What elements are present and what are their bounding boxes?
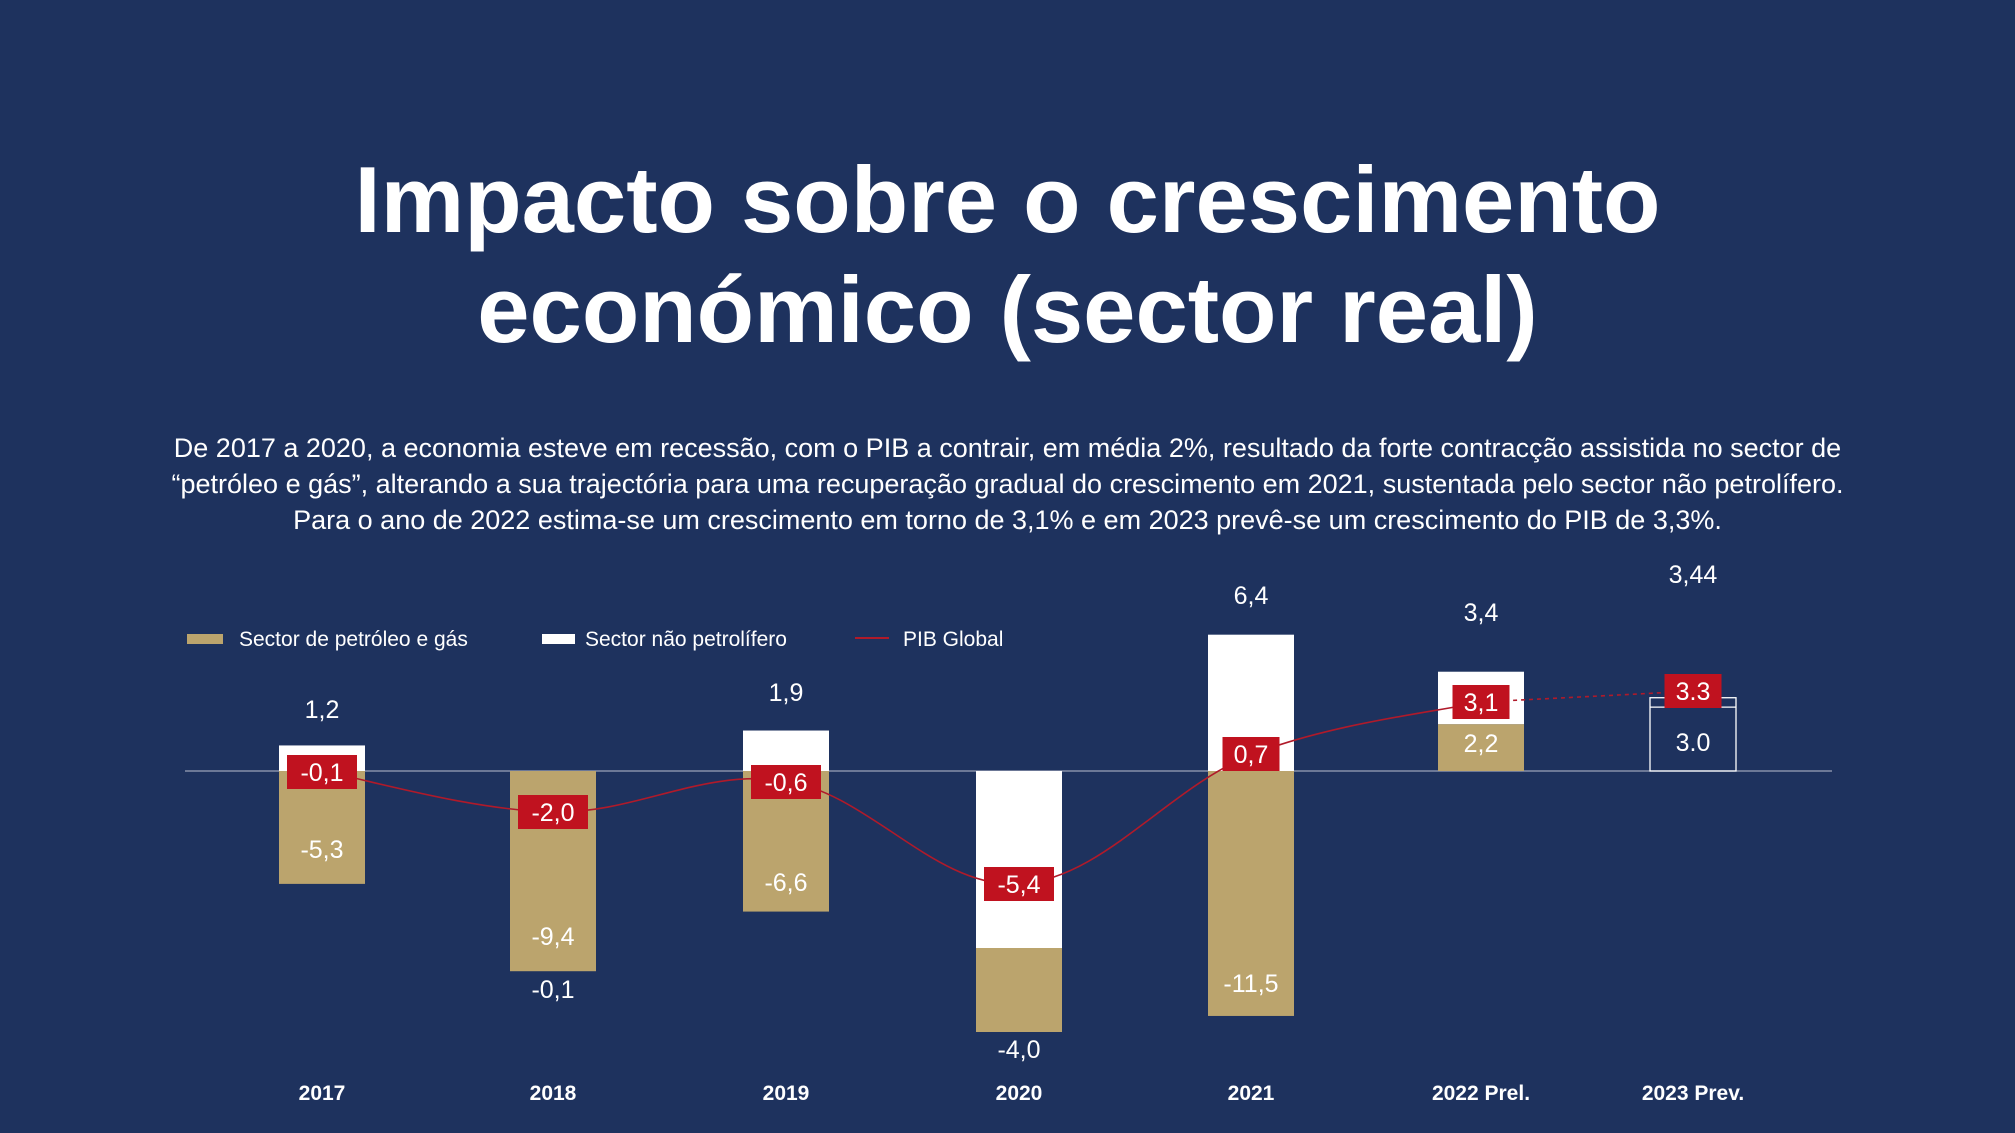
data-label-non-oil: -0,1	[531, 976, 574, 1004]
intro-line-2: “petróleo e gás”, alterando a sua trajec…	[171, 469, 1844, 499]
data-label-pib: -0,6	[764, 769, 807, 797]
data-label-pib: -5,4	[997, 871, 1040, 899]
bar-non-oil	[743, 730, 829, 771]
pib-label-box	[751, 765, 821, 799]
x-tick-label: 2023 Prev.	[1642, 1082, 1744, 1105]
plot-area: 1,2 -0,1 1,9 6,4 3,4 3,44 -5,3 -9,4 -6,6 -4,0 -11,…	[185, 561, 1832, 1105]
data-label-pib: -2,0	[531, 799, 574, 827]
data-label-oil-gas: 2,2	[1464, 730, 1499, 758]
data-label-pib: 0,7	[1234, 741, 1269, 769]
legend-swatch-non-oil	[542, 634, 575, 644]
bar-oil-gas	[976, 948, 1062, 1032]
legend-swatch-oil-gas	[187, 634, 223, 644]
data-label-non-oil: 3,4	[1464, 599, 1499, 627]
bar-non-oil	[976, 771, 1062, 948]
data-label-pib: -0,1	[300, 759, 343, 787]
x-tick-label: 2019	[763, 1082, 810, 1105]
intro-line-3: Para o ano de 2022 estima-se um crescime…	[293, 505, 1722, 535]
x-tick-label: 2022 Prel.	[1432, 1082, 1530, 1105]
chart-legend: Sector de petróleo e gás Sector não petr…	[187, 628, 1003, 651]
x-tick-label: 2020	[996, 1082, 1043, 1105]
page-title: Impacto sobre o crescimento económico (s…	[0, 145, 2015, 365]
pib-line	[321, 701, 1482, 885]
data-label-oil-gas: -11,5	[1223, 970, 1278, 998]
legend-label-oil-gas: Sector de petróleo e gás	[239, 628, 468, 651]
data-label-non-oil: 6,4	[1234, 582, 1269, 610]
pib-label-box	[984, 867, 1054, 901]
bar-oil-gas	[1208, 771, 1294, 1016]
data-label-oil-gas: -5,3	[300, 836, 343, 864]
data-label-non-oil: 1,2	[305, 696, 340, 724]
pib-label-box	[1664, 674, 1722, 708]
title-line-2: económico (sector real)	[477, 257, 1538, 362]
pib-line-forecast	[1480, 690, 1694, 703]
pib-label-box	[287, 755, 357, 789]
data-label-oil-gas: -4,0	[997, 1036, 1040, 1064]
bar-oil-gas	[279, 771, 365, 884]
x-tick-label: 2021	[1228, 1082, 1275, 1105]
data-label-pib: 3,1	[1464, 689, 1499, 717]
x-tick-label: 2018	[530, 1082, 577, 1105]
pib-label-box	[1452, 685, 1510, 719]
data-label-oil-gas: 3.0	[1676, 729, 1711, 757]
data-label-pib: 3.3	[1676, 678, 1711, 706]
data-label-oil-gas: -6,6	[764, 869, 807, 897]
pib-label-box	[1222, 737, 1280, 771]
legend-label-pib: PIB Global	[903, 628, 1003, 651]
intro-line-1: De 2017 a 2020, a economia esteve em rec…	[173, 433, 1842, 463]
intro-paragraph: De 2017 a 2020, a economia esteve em rec…	[80, 430, 1935, 538]
x-tick-label: 2017	[299, 1082, 346, 1105]
bar-oil-gas	[1438, 724, 1524, 771]
data-label-non-oil: 3,44	[1669, 561, 1718, 589]
pib-label-box	[518, 795, 588, 829]
title-line-1: Impacto sobre o crescimento	[354, 147, 1661, 252]
legend-label-non-oil: Sector não petrolífero	[585, 628, 787, 651]
data-label-oil-gas: -9,4	[531, 923, 574, 951]
data-label-non-oil: 1,9	[769, 679, 804, 707]
